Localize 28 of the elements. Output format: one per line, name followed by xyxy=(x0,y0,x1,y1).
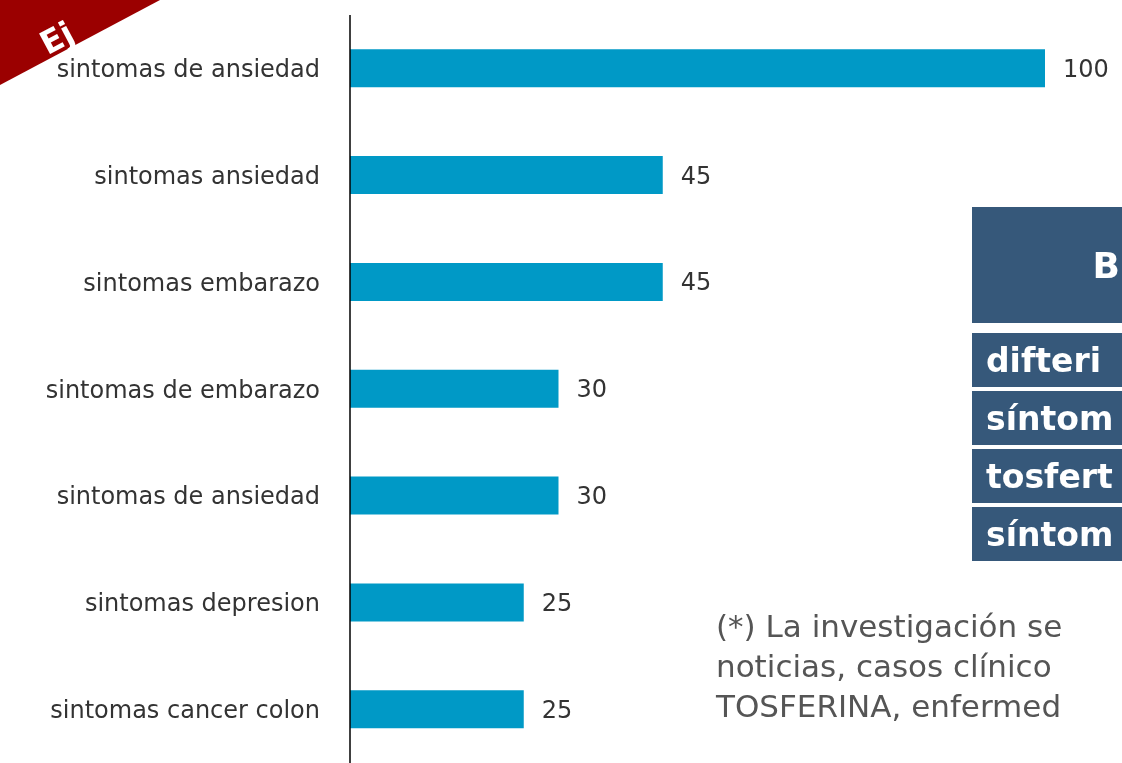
bar xyxy=(350,156,663,195)
bar xyxy=(350,476,559,515)
annotation: noticias, casos clínico xyxy=(716,648,1052,684)
data-label: 45 xyxy=(680,268,712,297)
bar xyxy=(350,262,663,301)
data-label: 30 xyxy=(576,482,608,511)
annotation: TOSFERINA, enfermed xyxy=(716,688,1062,724)
data-label: 25 xyxy=(541,589,573,617)
data-label: 30 xyxy=(576,375,608,404)
y-tick-label: sintomas de ansiedad xyxy=(56,482,320,511)
y-tick-label: sintomas ansiedad xyxy=(94,161,320,190)
bar xyxy=(350,369,559,408)
bar xyxy=(350,690,524,729)
data-label: 25 xyxy=(541,695,573,724)
bar xyxy=(350,49,1045,88)
data-label: 100 xyxy=(1063,54,1109,83)
bar xyxy=(350,583,524,622)
table-cell: tosfert xyxy=(972,449,1122,503)
data-label: 45 xyxy=(680,161,712,190)
table-heading-cell: B xyxy=(972,207,1122,323)
table-cell: síntom xyxy=(972,391,1122,445)
table-cell: difteri xyxy=(972,333,1122,387)
table-cell: síntom xyxy=(972,507,1122,561)
y-tick-label: sintomas cancer colon xyxy=(50,696,320,725)
y-tick-label: sintomas de embarazo xyxy=(45,375,320,404)
y-tick-label: sintomas embarazo xyxy=(83,268,320,297)
y-tick-label: sintomas depresion xyxy=(84,589,320,618)
annotation: (*) La investigación se xyxy=(716,608,1063,644)
